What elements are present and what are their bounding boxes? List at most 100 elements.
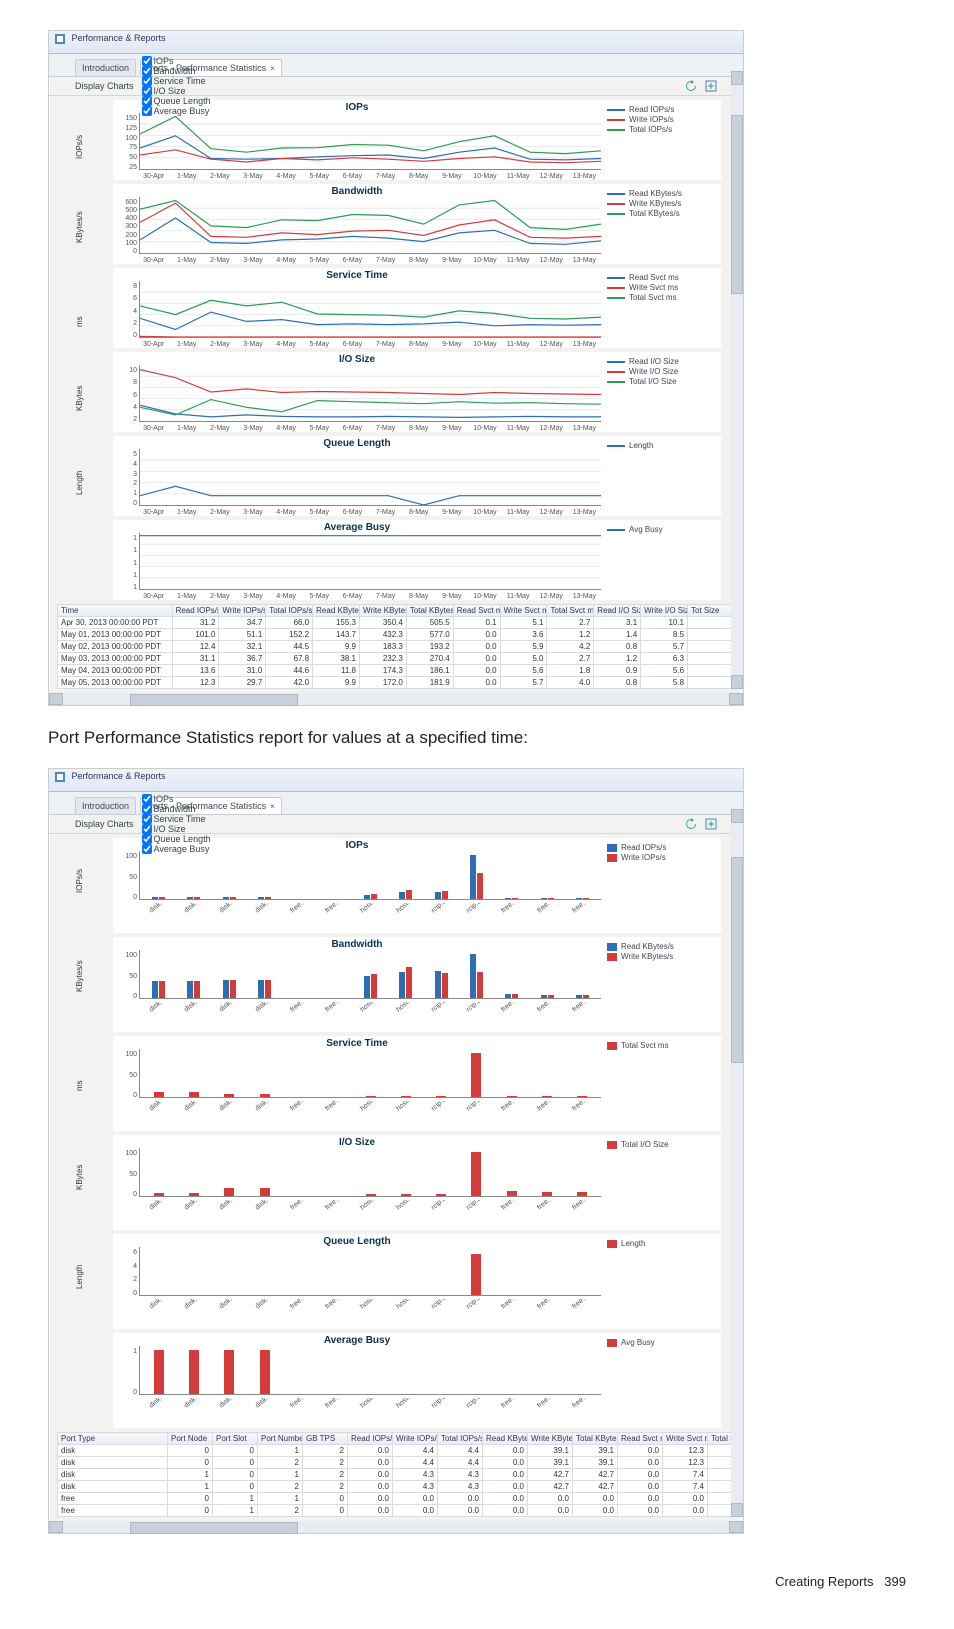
column-header[interactable]: Tot Size: [688, 605, 735, 617]
close-icon[interactable]: ×: [270, 64, 275, 73]
tab-introduction[interactable]: Introduction: [75, 59, 136, 76]
per-port-table: Port TypePort NodePort SlotPort NumberGB…: [57, 1432, 735, 1517]
checkbox-bandwidth[interactable]: Bandwidth: [142, 804, 211, 814]
scroll-vthumb[interactable]: [731, 115, 743, 294]
column-header[interactable]: Write Svct ms: [663, 1433, 708, 1445]
checkbox-service-time[interactable]: Service Time: [142, 76, 211, 86]
checkbox-input[interactable]: [142, 804, 152, 814]
bar-chart-queue-length: Queue LengthLength6420disk:0:0:1disk:0:0…: [113, 1234, 721, 1329]
chart-legend: Avg Busy: [601, 520, 721, 600]
line-chart-i-o-size: I/O SizeKBytes10864230-Apr1-May2-May3-Ma…: [113, 352, 721, 432]
column-header[interactable]: Write I/O Size: [641, 605, 688, 617]
refresh-icon[interactable]: [685, 818, 697, 830]
column-header[interactable]: Total KBytes/s: [573, 1433, 618, 1445]
checkbox-input[interactable]: [142, 56, 152, 66]
column-header[interactable]: Read KBytes/s: [313, 605, 360, 617]
horizontal-scrollbar[interactable]: [49, 693, 743, 705]
screenshot-line-report: Performance & Reports Introduction Ports…: [48, 30, 744, 706]
checkbox-input[interactable]: [142, 824, 152, 834]
chart-title: Bandwidth: [113, 939, 601, 950]
window-titlebar: Performance & Reports: [49, 769, 743, 792]
column-header[interactable]: Total IOPs/s: [266, 605, 313, 617]
table-row[interactable]: May 03, 2013 00:00:00 PDT31.136.767.838.…: [58, 653, 735, 665]
chart-legend: Length: [601, 1234, 721, 1329]
column-header[interactable]: GB TPS: [303, 1433, 348, 1445]
checkbox-input[interactable]: [142, 76, 152, 86]
horizontal-scrollbar[interactable]: [49, 1521, 743, 1533]
checkbox-bandwidth[interactable]: Bandwidth: [142, 66, 211, 76]
checkbox-input[interactable]: [142, 66, 152, 76]
vertical-scrollbar[interactable]: [731, 809, 743, 1517]
chart-legend: Total I/O Size: [601, 1135, 721, 1230]
scroll-down-icon[interactable]: [731, 1503, 743, 1517]
column-header[interactable]: Port Node: [168, 1433, 213, 1445]
chart-legend: Read I/O SizeWrite I/O SizeTotal I/O Siz…: [601, 352, 721, 432]
table-row[interactable]: free01100.00.00.00.00.00.00.00.00.00.00.…: [58, 1493, 736, 1505]
scroll-right-icon[interactable]: [729, 693, 743, 705]
table-row[interactable]: disk10120.04.34.30.042.742.70.07.47.40.0…: [58, 1469, 736, 1481]
column-header[interactable]: Total Svct ms: [547, 605, 594, 617]
export-icon[interactable]: [705, 80, 717, 92]
column-header[interactable]: Total KBytes/s: [406, 605, 453, 617]
scroll-thumb[interactable]: [130, 1522, 299, 1534]
scroll-up-icon[interactable]: [731, 809, 743, 823]
line-charts-panel: IOPsIOPs/s15012510075502530-Apr1-May2-Ma…: [49, 100, 743, 600]
checkbox-input[interactable]: [142, 794, 152, 804]
close-icon[interactable]: ×: [270, 802, 275, 811]
table-row[interactable]: disk00120.04.44.40.039.139.10.012.312.30…: [58, 1445, 736, 1457]
chart-title: I/O Size: [113, 354, 601, 365]
vertical-scrollbar[interactable]: [731, 71, 743, 689]
checkbox-i-o-size[interactable]: I/O Size: [142, 86, 211, 96]
table-row[interactable]: disk10220.04.34.30.042.742.70.07.47.40.0…: [58, 1481, 736, 1493]
chart-title: Average Busy: [113, 1335, 601, 1346]
table-row[interactable]: May 02, 2013 00:00:00 PDT12.432.144.59.9…: [58, 641, 735, 653]
column-header[interactable]: Read Svct ms: [453, 605, 500, 617]
scroll-up-icon[interactable]: [731, 71, 743, 85]
column-header[interactable]: Write KBytes/s: [528, 1433, 573, 1445]
column-header[interactable]: Read KBytes/s: [483, 1433, 528, 1445]
column-header[interactable]: Port Slot: [213, 1433, 258, 1445]
page-footer: Creating Reports 399: [48, 1574, 906, 1589]
column-header[interactable]: Write IOPs/s: [393, 1433, 438, 1445]
column-header[interactable]: Port Number: [258, 1433, 303, 1445]
checkbox-input[interactable]: [142, 86, 152, 96]
column-header[interactable]: Time: [58, 605, 173, 617]
column-header[interactable]: Port Type: [58, 1433, 168, 1445]
scroll-left-icon[interactable]: [49, 1521, 63, 1533]
column-header[interactable]: Total IOPs/s: [438, 1433, 483, 1445]
scroll-vthumb[interactable]: [731, 857, 743, 1063]
column-header[interactable]: Write Svct ms: [500, 605, 547, 617]
table-row[interactable]: disk00220.04.44.40.039.139.10.012.312.30…: [58, 1457, 736, 1469]
column-header[interactable]: Write IOPs/s: [219, 605, 266, 617]
tab-introduction[interactable]: Introduction: [75, 797, 136, 814]
export-icon[interactable]: [705, 818, 717, 830]
table-row[interactable]: free01200.00.00.00.00.00.00.00.00.00.00.…: [58, 1505, 736, 1517]
column-header[interactable]: Read IOPs/s: [348, 1433, 393, 1445]
table-row[interactable]: May 01, 2013 00:00:00 PDT101.051.1152.21…: [58, 629, 735, 641]
column-header[interactable]: Read Svct ms: [618, 1433, 663, 1445]
table-row[interactable]: May 04, 2013 00:00:00 PDT13.631.044.611.…: [58, 665, 735, 677]
column-header[interactable]: Read IOPs/s: [172, 605, 219, 617]
scroll-thumb[interactable]: [130, 694, 299, 706]
scroll-down-icon[interactable]: [731, 675, 743, 689]
column-header[interactable]: Read I/O Size: [594, 605, 641, 617]
table-row[interactable]: Apr 30, 2013 00:00:00 PDT31.234.766.0155…: [58, 617, 735, 629]
window-title: Performance & Reports: [72, 771, 166, 781]
bar-chart-service-time: Service Timems100500disk:0:0:1disk:0:0:2…: [113, 1036, 721, 1131]
display-charts-bar: Display Charts IOPs Bandwidth Service Ti…: [49, 815, 743, 834]
checkbox-service-time[interactable]: Service Time: [142, 814, 211, 824]
refresh-icon[interactable]: [685, 80, 697, 92]
checkbox-iops[interactable]: IOPs: [142, 56, 211, 66]
checkbox-input[interactable]: [142, 814, 152, 824]
chart-title: IOPs: [113, 102, 601, 113]
line-chart-bandwidth: BandwidthKBytes/s600500400300200100030-A…: [113, 184, 721, 264]
bar-chart-iops: IOPsIOPs/s100500disk:0:0:1disk:0:0:2disk…: [113, 838, 721, 933]
checkbox-iops[interactable]: IOPs: [142, 794, 211, 804]
column-header[interactable]: Write KBytes/s: [360, 605, 407, 617]
scroll-left-icon[interactable]: [49, 693, 63, 705]
table-row[interactable]: May 05, 2013 00:00:00 PDT12.329.742.09.9…: [58, 677, 735, 689]
chart-legend: Total Svct ms: [601, 1036, 721, 1131]
scroll-right-icon[interactable]: [729, 1521, 743, 1533]
chart-title: Average Busy: [113, 522, 601, 533]
checkbox-i-o-size[interactable]: I/O Size: [142, 824, 211, 834]
